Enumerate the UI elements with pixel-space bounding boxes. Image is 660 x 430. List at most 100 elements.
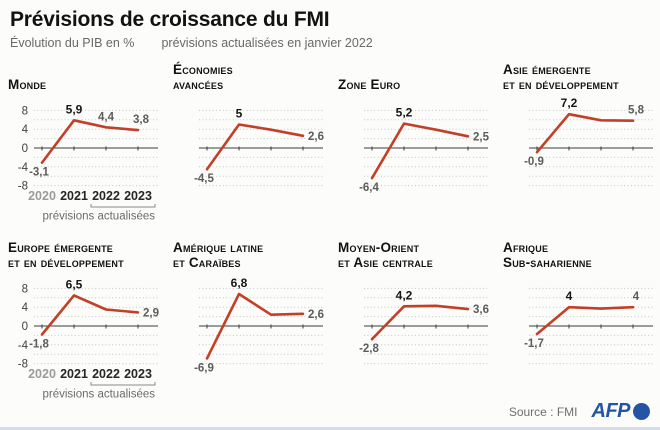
y-axis-label: -4 [18, 340, 29, 352]
subtitle-update-date: prévisions actualisées en janvier 2022 [161, 36, 373, 51]
point-label-2023: 2,5 [473, 131, 490, 143]
x-axis-year-label: 2021 [60, 189, 88, 203]
y-axis-label: 4 [22, 302, 29, 314]
subtitle-row: Évolution du PIB en % prévisions actuali… [10, 36, 648, 50]
afp-logo-text: AFP [591, 400, 631, 422]
data-line [535, 112, 635, 154]
chart-title: Monde [8, 56, 166, 92]
chart-title-line: Zone Euro [338, 77, 401, 93]
chart-canvas: 8 4 0 -4 -8-1,8 6,5 2,9 2020 2021 2022 2023 prévisi… [18, 278, 159, 401]
chart-title-line: et en développement [503, 77, 619, 93]
chart-panel: Zone Euro -6,4 5,2 2,5 [338, 56, 496, 222]
chart-panel: Afrique Sub-saharienne -1,7 4 4 [503, 234, 660, 400]
bottom-border [0, 427, 660, 430]
data-line [40, 119, 140, 164]
y-axis-label: 0 [22, 143, 28, 155]
chart-canvas: -4,5 5 2,6 [194, 107, 324, 187]
forecast-bracket [90, 382, 156, 386]
point-label-2021: 6,5 [66, 278, 83, 292]
chart-title: Zone Euro [338, 56, 496, 92]
y-axis-label: -4 [18, 162, 29, 174]
chart-title: Économies avancées [173, 56, 331, 92]
chart-grid: Monde 8 4 0 -4 -8 -3,1 5,9 4,4 3,8 2020 2021 2022 20… [0, 50, 660, 400]
chart-title: Amérique latine et Caraïbes [173, 234, 331, 270]
data-line [40, 294, 140, 336]
chart-title-line: Sub-saharienne [503, 255, 592, 271]
y-axis-label: -8 [18, 359, 28, 371]
chart-title: Afrique Sub-saharienne [503, 234, 660, 270]
chart-title-line: avancées [173, 77, 224, 93]
point-label-2021: 4,2 [396, 288, 413, 302]
chart-title: Europe émergente et en développement [8, 234, 166, 270]
data-line [205, 123, 305, 171]
point-label-2023: 2,6 [308, 131, 324, 143]
afp-logo: AFP [591, 400, 650, 423]
chart-title: Moyen-Orient et Asie centrale [338, 234, 496, 270]
x-axis-year-label: 2022 [92, 367, 120, 381]
point-label-2020: -1,8 [29, 339, 49, 351]
point-label-2021: 7,2 [561, 96, 578, 110]
x-axis-year-label: 2023 [124, 367, 152, 381]
chart-panel: Monde 8 4 0 -4 -8 -3,1 5,9 4,4 3,8 2020 2021 2022 20… [8, 56, 166, 222]
chart-title-line: Moyen-Orient [338, 240, 420, 256]
chart-title-line: Amérique latine [173, 240, 264, 256]
x-axis-year-label: 2023 [124, 189, 152, 203]
forecast-bracket [90, 204, 156, 208]
chart-title-line: Monde [8, 77, 47, 93]
point-label-2020: -1,7 [524, 338, 544, 350]
chart-title-line: Économies [173, 62, 233, 78]
chart-title-line: et Asie centrale [338, 255, 433, 271]
data-line [370, 304, 470, 341]
chart-title: Asie émergente et en développement [503, 56, 660, 92]
header: Prévisions de croissance du FMI Évolutio… [0, 0, 660, 50]
chart-panel: Amérique latine et Caraïbes -6,9 6,8 2,6 [173, 234, 331, 400]
point-label-2023: 4 [633, 291, 640, 303]
point-label-2023: 3,8 [133, 114, 150, 126]
point-label-2021: 5 [236, 107, 243, 121]
afp-logo-circle-icon [633, 403, 650, 420]
x-axis-year-label: 2020 [28, 189, 56, 203]
chart-title-line: et en développement [8, 255, 124, 271]
point-label-2021: 4 [566, 289, 573, 303]
data-line [205, 292, 305, 360]
point-label-2020: -3,1 [29, 167, 49, 179]
chart-panel: Économies avancées -4,5 5 2,6 [173, 56, 331, 222]
subtitle-gdp: Évolution du PIB en % [10, 36, 135, 51]
data-line [370, 122, 470, 180]
chart-canvas: -6,9 6,8 2,6 [194, 276, 324, 375]
chart-canvas: -6,4 5,2 2,5 [359, 106, 490, 195]
y-axis-label: 0 [22, 321, 28, 333]
x-axis-year-label: 2021 [60, 367, 88, 381]
source-label: Source : FMI [508, 404, 578, 419]
point-label-2020: -0,9 [524, 156, 544, 168]
point-label-2023: 2,6 [308, 309, 324, 321]
chart-canvas: -1,7 4 4 [524, 287, 653, 365]
point-label-2022: 4,4 [98, 111, 115, 123]
point-label-2020: -6,9 [194, 363, 214, 375]
data-line [535, 305, 635, 336]
page-title: Prévisions de croissance du FMI [10, 8, 330, 31]
chart-title-line: Asie émergente [503, 62, 591, 78]
point-label-2023: 2,9 [143, 307, 159, 319]
point-label-2023: 5,8 [628, 105, 645, 117]
x-axis-year-label: 2022 [92, 189, 120, 203]
y-axis-label: 8 [22, 105, 28, 117]
chart-canvas: 8 4 0 -4 -8-3,1 5,9 4,4 3,8 2020 2021 2022 2023 prév… [18, 102, 158, 222]
y-axis-label: 8 [22, 283, 28, 295]
point-label-2021: 5,9 [66, 102, 83, 116]
chart-panel: Moyen-Orient et Asie centrale -2,8 4,2 3,6 [338, 234, 496, 400]
x-axis-year-label: 2020 [28, 367, 56, 381]
chart-title-line: Afrique [503, 240, 549, 256]
y-axis-label: 4 [22, 124, 29, 136]
y-axis-label: -8 [18, 181, 28, 193]
point-label-2023: 3,6 [473, 304, 489, 316]
chart-title-line: Europe émergente [8, 240, 113, 256]
point-label-2021: 6,8 [231, 276, 248, 290]
point-label-2021: 5,2 [396, 106, 413, 120]
chart-title-line: et Caraïbes [173, 255, 241, 271]
point-label-2020: -6,4 [359, 182, 379, 194]
chart-panel: Asie émergente et en développement -0,9 7,… [503, 56, 660, 222]
point-label-2020: -4,5 [194, 173, 214, 185]
